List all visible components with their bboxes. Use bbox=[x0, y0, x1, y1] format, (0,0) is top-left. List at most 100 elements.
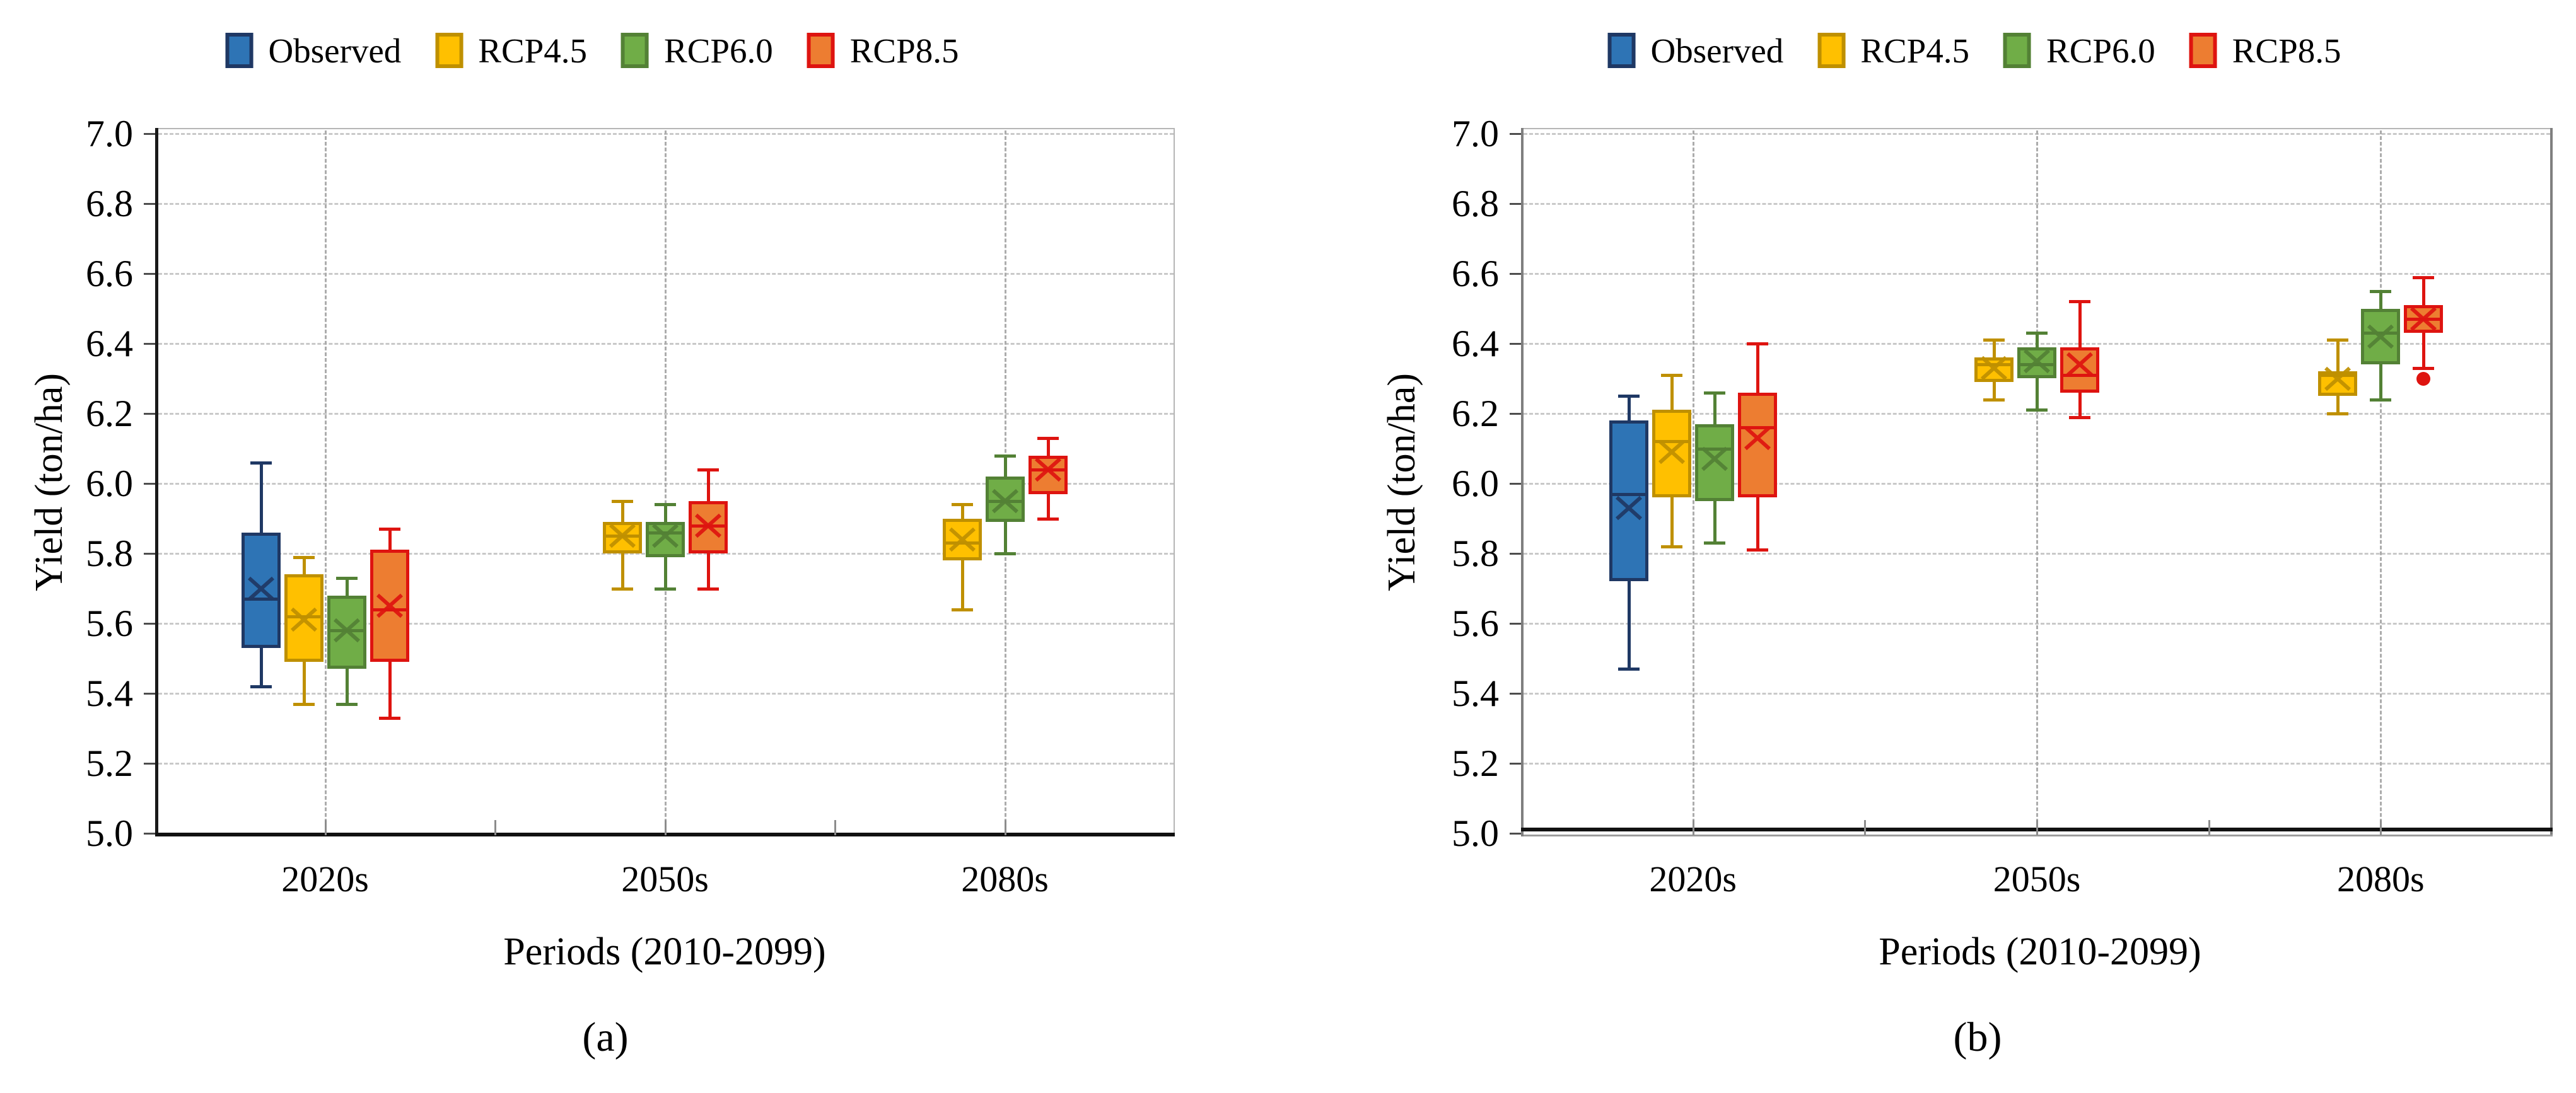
y-tick-label: 6.8 bbox=[1452, 183, 1499, 224]
whisker-cap-bottom bbox=[611, 587, 633, 591]
whisker-cap-bottom bbox=[250, 685, 272, 688]
x-axis-title-b: Periods (2010-2099) bbox=[1879, 930, 2201, 973]
x-tick-label: 2080s bbox=[2337, 859, 2425, 899]
y-axis-tick bbox=[144, 413, 155, 415]
whisker-cap-bottom bbox=[994, 552, 1016, 555]
mean-x-marker bbox=[2324, 366, 2352, 391]
whisker-cap-bottom bbox=[2413, 366, 2435, 370]
whisker-cap-top bbox=[1983, 338, 2005, 342]
x-axis-tick bbox=[834, 820, 836, 835]
legend-swatch-icon bbox=[435, 33, 463, 68]
y-axis-tick bbox=[1510, 833, 1521, 835]
legend-item-rcp4.5: RCP4.5 bbox=[435, 33, 587, 68]
box-rcp8.5-2080s bbox=[1028, 455, 1068, 494]
box-rcp4.5-2020s bbox=[1652, 410, 1691, 498]
legend-label: RCP6.0 bbox=[664, 31, 773, 70]
whisker-cap-bottom bbox=[951, 608, 973, 611]
y-axis-line bbox=[155, 128, 158, 836]
whisker-cap-top bbox=[1703, 391, 1725, 395]
legend-item-rcp4.5: RCP4.5 bbox=[1817, 33, 1969, 68]
y-axis-tick bbox=[1510, 623, 1521, 625]
gridline-vertical bbox=[2036, 130, 2038, 834]
x-tick-label: 2080s bbox=[961, 859, 1049, 899]
legend-label: RCP8.5 bbox=[849, 31, 959, 70]
box-rcp8.5-2020s bbox=[1737, 392, 1777, 498]
mean-x-marker bbox=[609, 524, 636, 548]
y-axis-tick bbox=[1510, 553, 1521, 555]
y-axis-tick bbox=[144, 623, 155, 625]
whisker-cap-top bbox=[2413, 275, 2435, 279]
y-axis-tick bbox=[144, 483, 155, 485]
legend-swatch-icon bbox=[2003, 33, 2032, 68]
legend-swatch-icon bbox=[225, 33, 254, 68]
gridline-vertical bbox=[2380, 130, 2382, 834]
whisker-cap-bottom bbox=[335, 702, 358, 706]
median-line bbox=[2319, 373, 2357, 377]
mean-x-marker bbox=[247, 576, 274, 601]
legend-swatch-icon bbox=[2189, 33, 2217, 68]
y-tick-label: 5.8 bbox=[1452, 533, 1499, 574]
x-tick-label: 2020s bbox=[1649, 859, 1737, 899]
x-axis-tick bbox=[324, 820, 327, 835]
legend-label: Observed bbox=[1650, 31, 1784, 70]
legend-label: RCP4.5 bbox=[1860, 31, 1970, 70]
median-line bbox=[242, 598, 279, 601]
x-axis-title-a: Periods (2010-2099) bbox=[503, 930, 826, 973]
box-rcp4.5-2080s bbox=[942, 518, 982, 561]
y-tick-label: 5.0 bbox=[1452, 813, 1499, 854]
mean-x-marker bbox=[1980, 356, 2008, 381]
whisker-cap-bottom bbox=[1746, 548, 1768, 552]
y-axis-line bbox=[1521, 128, 1524, 836]
y-axis-tick bbox=[144, 203, 155, 205]
legend-swatch-icon bbox=[1607, 33, 1636, 68]
whisker-cap-bottom bbox=[2069, 415, 2090, 419]
whisker-cap-top bbox=[654, 503, 676, 507]
legend-label: RCP6.0 bbox=[2046, 31, 2155, 70]
median-line bbox=[1653, 440, 1690, 444]
y-tick-label: 6.2 bbox=[1452, 393, 1499, 434]
gridline-vertical bbox=[1692, 130, 1694, 834]
outlier-marker bbox=[2416, 371, 2431, 386]
median-line bbox=[943, 541, 981, 545]
whisker-cap-bottom bbox=[2327, 412, 2349, 415]
median-line bbox=[1610, 492, 1647, 496]
median-line bbox=[1976, 363, 2012, 367]
whisker-cap-top bbox=[1746, 342, 1768, 345]
x-axis-tick bbox=[2036, 820, 2038, 835]
mean-x-marker bbox=[694, 513, 721, 538]
y-axis-tick bbox=[144, 343, 155, 345]
y-axis-tick bbox=[1510, 343, 1521, 345]
mean-x-marker bbox=[948, 527, 976, 552]
legend-label: RCP4.5 bbox=[478, 31, 588, 70]
y-tick-label: 6.6 bbox=[1452, 253, 1499, 294]
legend-item-rcp6.0: RCP6.0 bbox=[621, 33, 773, 68]
plot-border-right bbox=[1174, 128, 1175, 836]
whisker-cap-bottom bbox=[2026, 408, 2048, 412]
whisker-cap-top bbox=[994, 454, 1016, 458]
mean-x-marker bbox=[2066, 352, 2094, 377]
mean-x-marker bbox=[1658, 439, 1685, 465]
x-axis-tick bbox=[664, 820, 667, 835]
y-axis-tick bbox=[144, 693, 155, 695]
panel-caption-a: (a) bbox=[582, 1014, 629, 1060]
y-tick-label: 5.8 bbox=[86, 533, 133, 574]
y-axis-tick bbox=[1510, 203, 1521, 205]
y-tick-label: 6.8 bbox=[86, 183, 133, 224]
y-axis-tick bbox=[144, 833, 155, 835]
y-tick-label: 7.0 bbox=[1452, 113, 1499, 154]
x-axis-tick bbox=[2208, 820, 2210, 835]
mean-x-marker bbox=[2023, 349, 2051, 373]
x-axis-tick bbox=[2380, 820, 2382, 835]
whisker-cap-top bbox=[697, 468, 719, 471]
x-tick-label: 2020s bbox=[281, 859, 369, 899]
y-axis-tick bbox=[1510, 273, 1521, 275]
whisker-cap-top bbox=[2327, 338, 2349, 342]
legend-swatch-icon bbox=[621, 33, 650, 68]
mean-x-marker bbox=[2367, 324, 2394, 349]
median-line bbox=[2061, 373, 2098, 377]
whisker-cap-top bbox=[951, 503, 973, 507]
whisker-cap-top bbox=[1617, 395, 1640, 398]
median-line bbox=[1739, 426, 1776, 430]
x-axis-tick bbox=[1692, 820, 1694, 835]
